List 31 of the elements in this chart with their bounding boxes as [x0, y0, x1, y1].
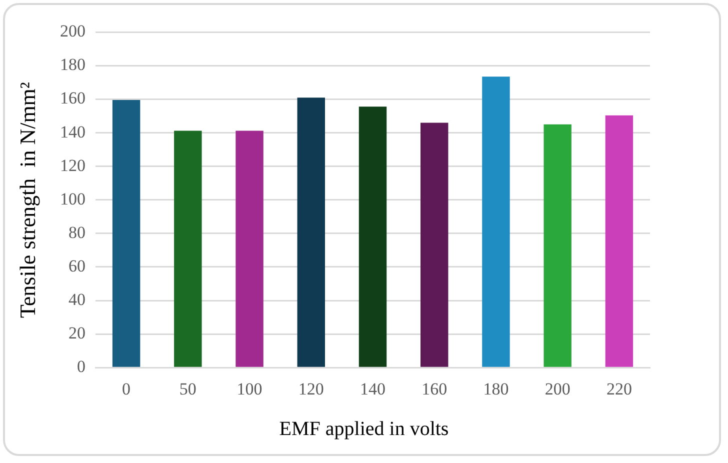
x-tick-label: 50 — [179, 379, 196, 398]
bar — [420, 122, 448, 367]
bar — [112, 100, 140, 367]
x-tick-label: 120 — [298, 379, 324, 398]
x-tick-label: 200 — [544, 379, 570, 398]
bar — [358, 106, 387, 367]
y-tick-label: 140 — [60, 122, 86, 142]
bar — [605, 115, 634, 367]
bar — [174, 130, 202, 367]
y-tick-label: 80 — [68, 222, 86, 242]
y-tick-label: 100 — [60, 189, 86, 208]
y-axis-title: Tensile strength in N/mm² — [15, 82, 41, 318]
bar — [544, 124, 572, 367]
x-tick-label: 100 — [236, 379, 262, 398]
x-tick-label: 160 — [422, 379, 448, 398]
y-tick-label: 180 — [60, 55, 86, 74]
x-tick-label: 140 — [360, 379, 386, 398]
x-axis-title: EMF applied in volts — [278, 418, 450, 441]
bar — [236, 130, 264, 367]
x-tick-label: 220 — [606, 379, 632, 398]
y-tick-label: 40 — [68, 290, 86, 309]
bar — [482, 76, 510, 367]
x-tick-label: 180 — [483, 379, 509, 398]
y-tick-label: 200 — [60, 22, 86, 41]
x-tick-label: 0 — [122, 379, 131, 398]
y-tick-label: 120 — [60, 156, 86, 175]
y-tick-label: 160 — [60, 88, 86, 108]
y-tick-label: 0 — [77, 357, 86, 376]
y-tick-label: 20 — [68, 324, 86, 343]
bar — [297, 98, 325, 367]
y-tick-label: 60 — [68, 256, 86, 276]
